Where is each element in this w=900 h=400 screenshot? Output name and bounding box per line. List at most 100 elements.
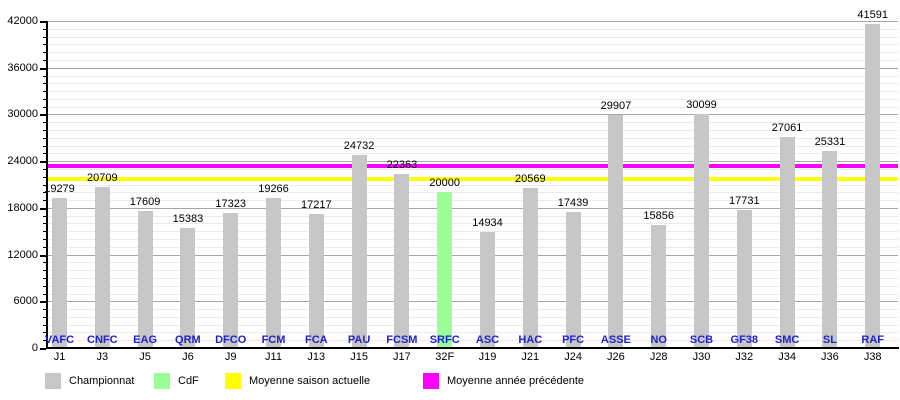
bar-asc [480,231,495,348]
legend-swatch [423,373,439,389]
legend-item-1: Championnat [45,370,134,392]
team-label-eag: EAG [133,334,158,346]
minor-gridline [48,231,898,233]
bar-srfc [437,192,453,348]
y-axis-tick-label: 12000 [7,248,38,261]
y-axis-tick-label: 36000 [7,61,38,74]
legend-swatch [154,373,170,389]
minor-gridline [48,262,898,264]
minor-gridline [48,332,898,334]
y-axis-tick [43,130,46,131]
journee-label: J11 [265,351,282,363]
y-axis-tick [43,223,46,225]
minor-gridline [48,83,898,85]
major-gridline [48,21,898,22]
bar-value-label: 25331 [814,135,846,148]
minor-gridline [48,36,898,38]
bar-smc [779,137,795,348]
y-axis-tick-label: 24000 [7,155,38,168]
minor-gridline [48,122,898,124]
y-axis-tick [43,215,46,217]
y-axis-tick-label: 0 [31,342,38,354]
y-axis-tick [43,83,46,85]
minor-gridline [48,75,898,77]
y-axis-tick [43,309,46,311]
journee-label: J1 [53,351,66,363]
chart-legend: Championnat CdF Moyenne saison actuelle Moy… [0,370,900,394]
bar-no [651,224,667,348]
average-line-previous-season [48,163,898,168]
journee-label: J19 [478,351,497,363]
bar-value-label: 41591 [857,9,888,22]
y-axis-tick [43,262,46,264]
bar-qrm [180,228,196,348]
team-label-cnfc: CNFC [87,334,118,346]
minor-gridline [48,145,898,147]
y-axis-tick [43,293,46,295]
major-gridline [48,254,898,256]
minor-gridline [48,239,898,240]
minor-gridline [48,153,898,155]
y-axis-tick-label: 42000 [7,15,38,27]
legend-label: Moyenne saison actuelle [249,375,371,387]
team-label-qrm: QRM [175,334,201,346]
minor-gridline [48,184,898,186]
y-axis-tick [43,285,46,287]
team-label-sl: SL [822,334,837,346]
bar-pau [351,155,367,348]
legend-label: Moyenne année précédente [447,375,584,387]
bar-raf [865,24,881,348]
bar-value-label: 20709 [87,171,118,184]
y-axis-tick [43,340,46,342]
bar-value-label: 24732 [343,140,375,153]
minor-gridline [48,44,898,46]
bar-value-label: 17323 [215,198,246,211]
minor-gridline [48,106,898,108]
team-label-no: NO [650,334,667,346]
y-axis-tick [40,67,46,70]
bar-value-label: 17731 [729,194,760,207]
journee-label: J9 [224,351,237,363]
minor-gridline [48,246,898,248]
y-axis-tick [43,98,46,100]
y-axis-tick [40,348,46,350]
journee-label: J5 [139,351,151,363]
team-label-scb: SCB [689,334,714,346]
average-line-current-season [48,176,898,181]
y-axis-tick [43,231,46,233]
team-label-vafc: VAFC [44,334,75,346]
major-gridline [48,161,898,163]
minor-gridline [48,168,898,170]
y-axis-tick [43,277,46,279]
y-axis-tick [43,122,46,124]
y-axis-tick [43,36,46,38]
y-axis-tick [40,207,46,210]
team-label-pau: PAU [347,334,371,346]
bar-value-label: 14934 [472,216,503,229]
bar-value-label: 17217 [301,198,332,211]
minor-gridline [48,28,898,30]
bar-value-label: 20569 [515,172,546,185]
team-label-raf: RAF [861,334,884,346]
y-axis-tick-label: 30000 [7,108,38,121]
y-axis-tick [43,332,46,334]
bar-vafc [52,197,67,348]
bar-value-label: 17609 [129,195,161,208]
minor-gridline [48,91,898,93]
y-axis-tick-label: 18000 [7,201,38,214]
bar-value-label: 27061 [771,122,803,135]
y-axis-tick [40,301,46,304]
bar-fca [308,213,324,348]
journee-label: J28 [649,351,668,363]
y-axis-tick [40,21,46,23]
journee-label: J6 [182,351,194,363]
y-axis-tick [43,28,46,30]
y-axis-tick [43,75,46,77]
x-axis-line [46,347,899,349]
minor-gridline [48,285,898,287]
y-axis-tick [43,270,46,272]
y-axis-tick [43,137,46,139]
journee-label: 32F [435,351,455,363]
major-gridline [48,67,898,69]
